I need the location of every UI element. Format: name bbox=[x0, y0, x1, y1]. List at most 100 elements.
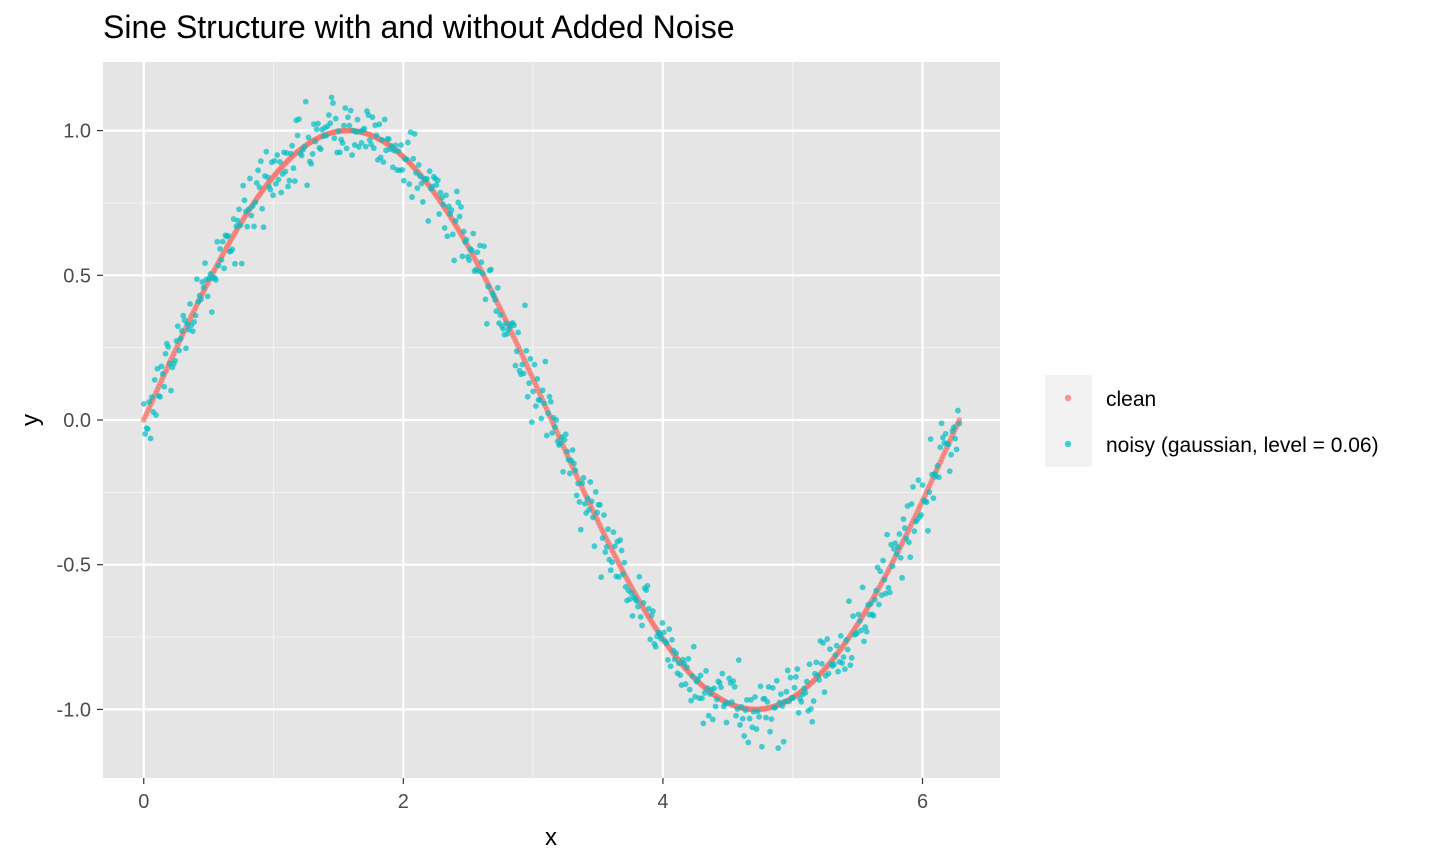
data-point bbox=[545, 410, 552, 417]
data-point bbox=[877, 568, 884, 575]
data-point bbox=[577, 526, 584, 533]
data-point bbox=[807, 706, 814, 712]
data-point bbox=[592, 489, 599, 495]
data-point bbox=[452, 217, 459, 224]
data-point bbox=[433, 182, 440, 188]
data-point bbox=[448, 207, 455, 213]
data-point bbox=[497, 312, 504, 318]
data-point bbox=[930, 495, 937, 502]
data-point bbox=[526, 380, 532, 387]
data-point bbox=[229, 246, 236, 253]
data-point bbox=[485, 283, 492, 290]
data-point bbox=[873, 587, 880, 594]
data-point bbox=[206, 275, 213, 282]
data-point bbox=[584, 495, 591, 502]
data-point bbox=[782, 698, 788, 705]
data-point bbox=[726, 675, 733, 682]
data-point bbox=[236, 206, 242, 213]
data-point bbox=[644, 582, 651, 589]
data-point bbox=[232, 260, 238, 267]
data-point bbox=[144, 426, 151, 432]
data-point bbox=[659, 620, 666, 626]
data-point bbox=[302, 98, 309, 105]
data-point bbox=[697, 672, 704, 679]
data-point bbox=[718, 684, 724, 691]
data-point bbox=[441, 225, 448, 231]
data-point bbox=[552, 424, 558, 430]
data-point bbox=[711, 685, 718, 692]
data-point bbox=[455, 199, 462, 206]
data-point bbox=[731, 683, 738, 690]
data-point bbox=[291, 178, 298, 184]
data-point bbox=[532, 403, 539, 410]
data-point bbox=[519, 361, 526, 368]
data-point bbox=[915, 477, 922, 484]
data-point bbox=[237, 222, 244, 229]
data-point bbox=[690, 643, 697, 650]
y-tick-labels: -1.0 -0.5 0.0 0.5 1.0 bbox=[57, 121, 91, 722]
data-point bbox=[219, 238, 226, 245]
data-point bbox=[580, 474, 587, 481]
data-point bbox=[910, 484, 916, 490]
data-point bbox=[621, 559, 628, 566]
data-point bbox=[434, 177, 441, 184]
data-point bbox=[178, 328, 185, 334]
data-point bbox=[666, 626, 673, 632]
data-point bbox=[177, 335, 184, 342]
data-point bbox=[470, 230, 477, 237]
data-point bbox=[414, 185, 421, 192]
data-point bbox=[419, 199, 426, 205]
data-point bbox=[238, 260, 245, 267]
data-point bbox=[617, 537, 624, 543]
data-point bbox=[942, 430, 949, 437]
data-point bbox=[142, 431, 149, 437]
data-point bbox=[543, 432, 550, 439]
data-point bbox=[481, 243, 488, 250]
data-point bbox=[831, 661, 837, 668]
data-point bbox=[257, 158, 264, 165]
data-point bbox=[821, 689, 828, 696]
data-point bbox=[859, 584, 866, 591]
data-point bbox=[478, 259, 485, 266]
data-point bbox=[317, 146, 324, 153]
data-point bbox=[756, 713, 763, 720]
data-point bbox=[255, 167, 262, 174]
data-point bbox=[773, 677, 780, 684]
data-point bbox=[234, 217, 241, 224]
data-point bbox=[846, 598, 852, 605]
y-tick-label: 0.5 bbox=[63, 265, 91, 287]
data-point bbox=[798, 698, 805, 705]
data-point bbox=[748, 696, 754, 703]
data-point bbox=[938, 420, 945, 427]
data-point bbox=[665, 657, 671, 663]
data-point bbox=[911, 528, 918, 535]
data-point bbox=[183, 345, 189, 352]
data-point bbox=[256, 184, 263, 191]
data-point bbox=[162, 350, 169, 357]
data-point bbox=[217, 246, 223, 252]
data-point bbox=[952, 435, 959, 442]
data-point bbox=[304, 182, 311, 189]
data-point bbox=[264, 174, 271, 181]
data-point bbox=[453, 188, 460, 195]
data-point bbox=[369, 114, 376, 121]
data-point bbox=[451, 257, 458, 264]
data-point bbox=[637, 613, 644, 620]
data-point bbox=[443, 192, 449, 199]
data-point bbox=[355, 144, 362, 150]
data-point bbox=[701, 690, 708, 696]
data-point bbox=[328, 94, 335, 101]
data-point bbox=[739, 715, 746, 722]
data-point bbox=[803, 678, 810, 685]
data-point bbox=[576, 499, 583, 505]
data-point bbox=[259, 205, 266, 212]
data-point bbox=[685, 655, 692, 662]
data-point bbox=[221, 265, 227, 272]
y-tick-label: -1.0 bbox=[57, 699, 91, 721]
data-point bbox=[667, 663, 674, 670]
data-point bbox=[757, 683, 764, 690]
data-point bbox=[340, 122, 347, 129]
data-point bbox=[395, 148, 402, 154]
data-point bbox=[294, 132, 301, 139]
data-point bbox=[886, 589, 893, 596]
